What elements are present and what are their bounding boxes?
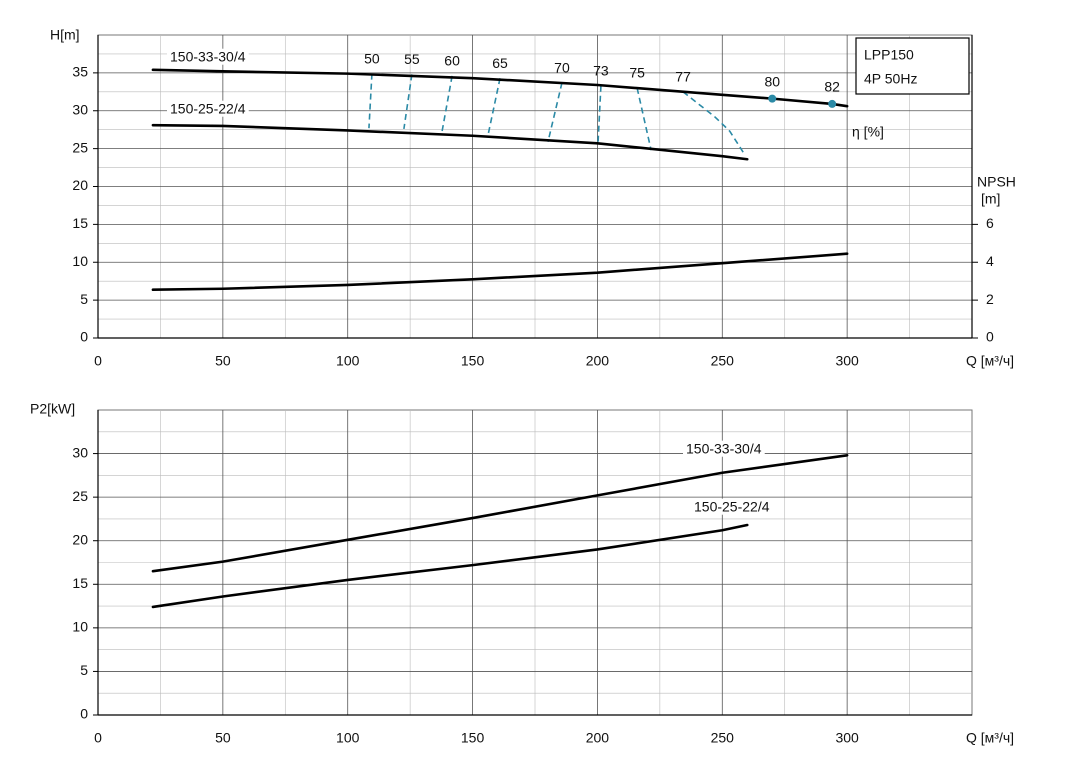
efficiency-line	[682, 91, 746, 156]
x-tick-label: 200	[586, 353, 610, 369]
y2-axis-label: [m]	[981, 191, 1000, 207]
y2-tick-label: 6	[986, 215, 994, 231]
curve	[151, 523, 749, 609]
efficiency-label: 82	[824, 79, 840, 95]
efficiency-label: 55	[404, 51, 420, 67]
x-tick-label: 100	[336, 353, 360, 369]
x-axis-label: Q [м³/ч]	[966, 353, 1014, 369]
efficiency-label: 75	[629, 65, 645, 81]
efficiency-point	[768, 94, 777, 103]
x-axis-label: Q [м³/ч]	[966, 730, 1014, 746]
efficiency-label: 70	[554, 59, 570, 75]
y-tick-label: 30	[72, 444, 88, 460]
y2-tick-label: 2	[986, 291, 994, 307]
efficiency-label: 77	[675, 69, 691, 85]
series-label-bg	[683, 440, 765, 457]
y2-tick-label: 4	[986, 253, 994, 269]
efficiency-label: 80	[764, 73, 780, 89]
efficiency-line	[636, 87, 652, 151]
model-text: LPP150	[864, 47, 914, 63]
series-label: 150-25-22/4	[170, 101, 246, 117]
efficiency-label: 60	[444, 53, 460, 69]
series-label: 150-33-30/4	[686, 441, 762, 457]
efficiency-label: 65	[492, 55, 508, 71]
x-tick-label: 50	[215, 730, 231, 746]
model-box	[855, 37, 970, 95]
y-tick-label: 20	[72, 177, 88, 193]
y-tick-label: 25	[72, 488, 88, 504]
y-tick-label: 5	[80, 291, 88, 307]
y-tick-label: 10	[72, 619, 88, 635]
x-tick-label: 300	[835, 353, 859, 369]
x-tick-label: 0	[94, 730, 102, 746]
efficiency-line	[403, 74, 413, 130]
x-tick-label: 250	[711, 730, 735, 746]
y-tick-label: 20	[72, 531, 88, 547]
efficiency-label: 50	[364, 50, 380, 66]
efficiency-line	[547, 82, 563, 142]
y-tick-label: 30	[72, 101, 88, 117]
x-tick-label: 250	[711, 353, 735, 369]
x-tick-label: 200	[586, 730, 610, 746]
y-tick-label: 0	[80, 329, 88, 345]
series-label: 150-33-30/4	[170, 49, 246, 65]
curve	[151, 454, 849, 573]
y-tick-label: 15	[72, 575, 88, 591]
x-tick-label: 0	[94, 353, 102, 369]
efficiency-line	[368, 73, 373, 129]
y-tick-label: 0	[80, 706, 88, 722]
y-tick-label: 35	[72, 64, 88, 80]
efficiency-label: 73	[593, 62, 609, 78]
efficiency-axis-label: η [%]	[852, 124, 884, 140]
efficiency-line	[487, 78, 501, 136]
model-text: 4P 50Hz	[864, 71, 917, 87]
y2-tick-label: 0	[986, 329, 994, 345]
series-label: 150-25-22/4	[694, 499, 770, 515]
series-label-bg	[167, 48, 249, 65]
x-tick-label: 50	[215, 353, 231, 369]
y-axis-label: P2[kW]	[30, 401, 75, 417]
y-tick-label: 5	[80, 662, 88, 678]
y2-axis-label: NPSH	[977, 174, 1016, 190]
efficiency-line	[597, 85, 602, 145]
efficiency-line	[441, 75, 453, 132]
efficiency-point	[828, 99, 837, 108]
x-tick-label: 150	[461, 730, 485, 746]
x-tick-label: 100	[336, 730, 360, 746]
curve	[151, 252, 849, 292]
x-tick-label: 150	[461, 353, 485, 369]
y-axis-label: H[m]	[50, 27, 80, 43]
y-tick-label: 25	[72, 139, 88, 155]
y-tick-label: 10	[72, 253, 88, 269]
x-tick-label: 300	[835, 730, 859, 746]
series-label-bg	[167, 100, 249, 117]
y-tick-label: 15	[72, 215, 88, 231]
curve	[151, 123, 749, 161]
curve	[151, 68, 849, 108]
series-label-bg	[691, 498, 773, 515]
